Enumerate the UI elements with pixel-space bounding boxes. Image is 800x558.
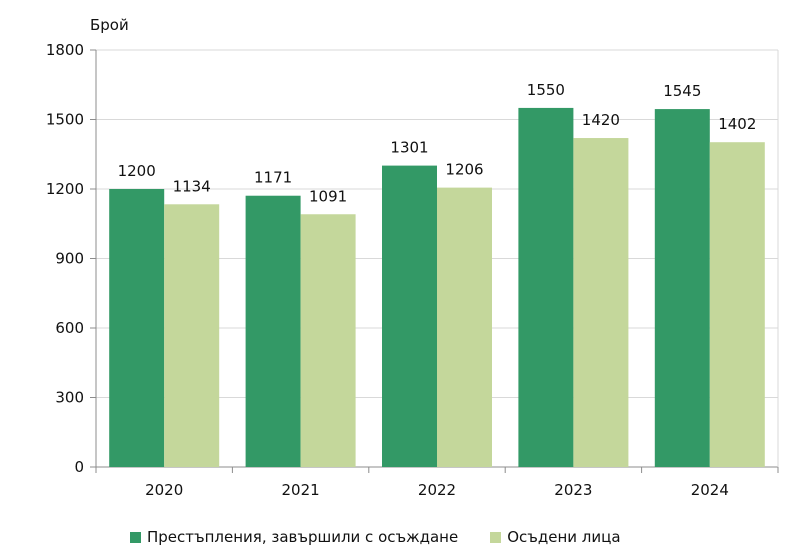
data-label: 1402 [718,115,756,133]
legend-label-series-1: Престъпления, завършили с осъждане [147,528,459,546]
bar [109,189,165,467]
legend-swatch-series-1 [130,531,141,543]
y-tick-label: 1800 [46,41,84,59]
data-label: 1550 [527,81,565,99]
bar [382,165,437,467]
y-axis-title: Брой [90,16,129,34]
x-tick-label: 2024 [691,481,729,499]
bar [573,138,629,468]
legend: Престъпления, завършили с осъждане Осъде… [130,528,653,546]
data-label: 1206 [445,161,483,179]
data-label: 1091 [309,187,347,205]
y-tick-label: 300 [55,389,84,407]
legend-item-series-2: Осъдени лица [490,528,621,546]
x-tick-label: 2021 [282,481,320,499]
data-label: 1200 [118,162,156,180]
bar [518,107,574,468]
data-label: 1545 [663,82,701,100]
x-tick-label: 2022 [418,481,456,499]
y-axis-ticks: 0 300 600 900 1200 1500 1800 [46,41,96,476]
y-tick-label: 900 [55,250,84,268]
x-tick-label: 2020 [145,481,183,499]
bar [164,204,220,468]
y-tick-label: 1500 [46,111,84,129]
y-tick-label: 1200 [46,180,84,198]
bar [437,187,492,468]
data-label: 1420 [582,111,620,129]
legend-item-series-1: Престъпления, завършили с осъждане [130,528,458,546]
y-tick-label: 0 [74,458,84,476]
x-axis-ticks: 2020 2021 2022 2023 2024 [95,467,779,499]
bars [109,107,765,468]
data-label: 1171 [254,169,292,187]
bar [709,142,765,467]
legend-label-series-2: Осъдени лица [507,528,621,546]
data-labels: 1200 1134 1171 1091 1301 1206 1550 1420 1545 1402 [118,81,757,205]
bar [300,214,356,467]
data-label: 1134 [173,177,211,195]
data-label: 1301 [390,139,428,157]
legend-swatch-series-2 [490,531,502,543]
bar [654,109,710,467]
bar [245,195,301,468]
x-tick-label: 2023 [554,481,592,499]
y-tick-label: 600 [55,319,84,337]
